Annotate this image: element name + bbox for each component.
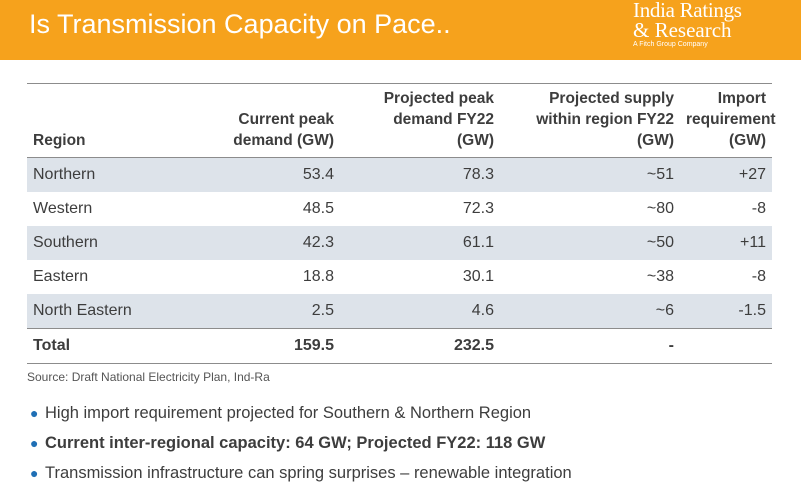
demand-table: Region Current peak demand (GW) Projected… [27, 83, 776, 364]
cell-region: Western [33, 200, 93, 217]
cell-total-label: Total [27, 328, 175, 364]
cell-current-peak: 48.5 [302, 200, 334, 217]
cell-total-projected-peak: 232.5 [340, 328, 500, 364]
cell-current-peak: 18.8 [302, 268, 334, 285]
cell-region: North Eastern [27, 294, 175, 329]
cell-projected-supply: ~80 [646, 200, 674, 217]
table-row: North Eastern 2.5 4.6 ~6 -1.5 [27, 294, 772, 329]
bullet-item: ● Current inter-regional capacity: 64 GW… [30, 432, 790, 462]
column-header-import: Import requirement (GW) [680, 83, 776, 158]
cell-region: Eastern [33, 268, 89, 285]
cell-current-peak: 42.3 [175, 226, 340, 260]
cell-projected-peak: 78.3 [340, 157, 500, 192]
bullet-text: High import requirement projected for So… [45, 404, 532, 422]
table-row: Eastern 18.8 30.1 ~38 -8 [27, 260, 772, 294]
bullet-dot-icon: ● [30, 435, 39, 451]
cell-projected-supply: ~50 [500, 226, 680, 260]
demand-table-container: Region Current peak demand (GW) Projected… [27, 83, 776, 364]
cell-projected-supply: ~6 [500, 294, 680, 329]
bullet-dot-icon: ● [30, 465, 39, 481]
cell-projected-peak: 4.6 [340, 294, 500, 329]
cell-projected-peak: 30.1 [462, 268, 494, 285]
cell-current-peak: 2.5 [175, 294, 340, 329]
cell-region: Southern [27, 226, 175, 260]
column-header-projected-supply: Projected supply within region FY22 (GW) [500, 83, 680, 158]
cell-projected-supply: ~51 [500, 157, 680, 192]
table-row: Western 48.5 72.3 ~80 -8 [27, 192, 772, 226]
header-bar: Is Transmission Capacity on Pace.. India… [0, 0, 801, 60]
cell-total-import [680, 328, 772, 364]
bullet-list: ● High import requirement projected for … [30, 402, 790, 492]
bullet-text: Current inter-regional capacity: 64 GW; … [45, 434, 546, 452]
cell-projected-peak: 72.3 [462, 200, 494, 217]
logo-line-1: India Ratings [633, 0, 742, 22]
column-header-region: Region [27, 83, 175, 158]
bullet-dot-icon: ● [30, 405, 39, 421]
cell-total-projected-supply: - [500, 328, 680, 364]
cell-import: -1.5 [680, 294, 772, 329]
table-total-row: Total 159.5 232.5 - [27, 328, 772, 364]
cell-import: +27 [680, 157, 772, 192]
slide-title: Is Transmission Capacity on Pace.. [29, 9, 451, 39]
column-header-projected-peak: Projected peak demand FY22 (GW) [340, 83, 500, 158]
logo-line-2: & Research [633, 18, 732, 42]
source-note: Source: Draft National Electricity Plan,… [27, 370, 270, 384]
cell-total-current-peak: 159.5 [175, 328, 340, 364]
logo-tagline: A Fitch Group Company [633, 41, 708, 48]
cell-current-peak: 53.4 [175, 157, 340, 192]
table-row: Northern 53.4 78.3 ~51 +27 [27, 157, 772, 192]
india-ratings-logo: India Ratings & Research A Fitch Group C… [633, 0, 783, 49]
bullet-text: Transmission infrastructure can spring s… [45, 464, 572, 482]
cell-projected-supply: ~38 [646, 268, 674, 285]
cell-import: +11 [680, 226, 772, 260]
table-header-row: Region Current peak demand (GW) Projected… [27, 83, 776, 158]
cell-projected-peak: 61.1 [340, 226, 500, 260]
bullet-item: ● High import requirement projected for … [30, 402, 790, 432]
table-row: Southern 42.3 61.1 ~50 +11 [27, 226, 772, 260]
cell-import: -8 [751, 200, 766, 217]
cell-region: Northern [27, 157, 175, 192]
bullet-item: ● Transmission infrastructure can spring… [30, 462, 790, 492]
column-header-current-peak: Current peak demand (GW) [175, 83, 340, 158]
cell-import: -8 [751, 268, 766, 285]
